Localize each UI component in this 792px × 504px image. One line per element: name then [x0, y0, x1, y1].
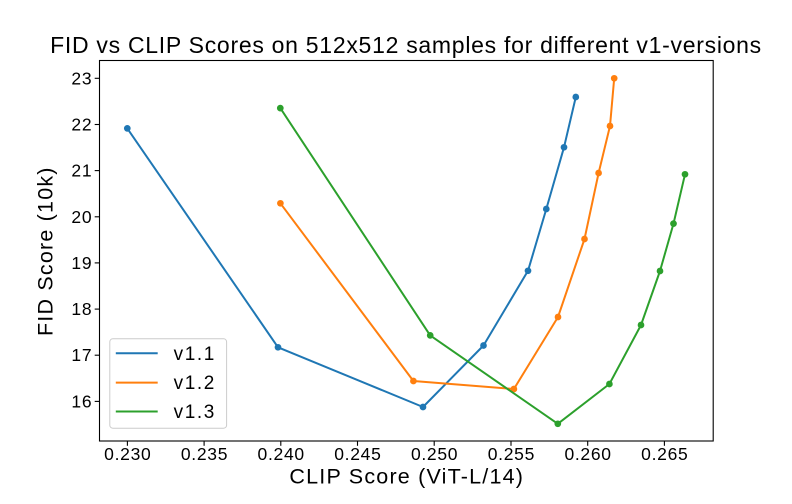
- svg-text:0.240: 0.240: [258, 444, 305, 464]
- svg-text:0.235: 0.235: [181, 444, 228, 464]
- svg-text:0.245: 0.245: [334, 444, 381, 464]
- svg-text:FID Score (10k): FID Score (10k): [34, 166, 58, 336]
- svg-text:0.230: 0.230: [104, 444, 151, 464]
- svg-text:23: 23: [71, 68, 92, 88]
- svg-text:CLIP Score (ViT-L/14): CLIP Score (ViT-L/14): [289, 465, 524, 489]
- svg-text:v1.2: v1.2: [174, 373, 216, 394]
- svg-text:20: 20: [71, 207, 92, 227]
- svg-text:0.255: 0.255: [488, 444, 535, 464]
- svg-text:22: 22: [71, 115, 92, 135]
- svg-text:18: 18: [71, 299, 92, 319]
- svg-text:0.250: 0.250: [411, 444, 458, 464]
- svg-text:16: 16: [71, 391, 92, 411]
- svg-text:v1.3: v1.3: [174, 402, 216, 423]
- svg-text:17: 17: [71, 345, 92, 365]
- svg-text:FID vs CLIP Scores on 512x512: FID vs CLIP Scores on 512x512 samples fo…: [50, 32, 762, 58]
- svg-text:19: 19: [71, 253, 92, 273]
- svg-text:v1.1: v1.1: [174, 344, 216, 365]
- svg-text:0.260: 0.260: [564, 444, 611, 464]
- svg-text:0.265: 0.265: [641, 444, 688, 464]
- svg-text:21: 21: [71, 161, 92, 181]
